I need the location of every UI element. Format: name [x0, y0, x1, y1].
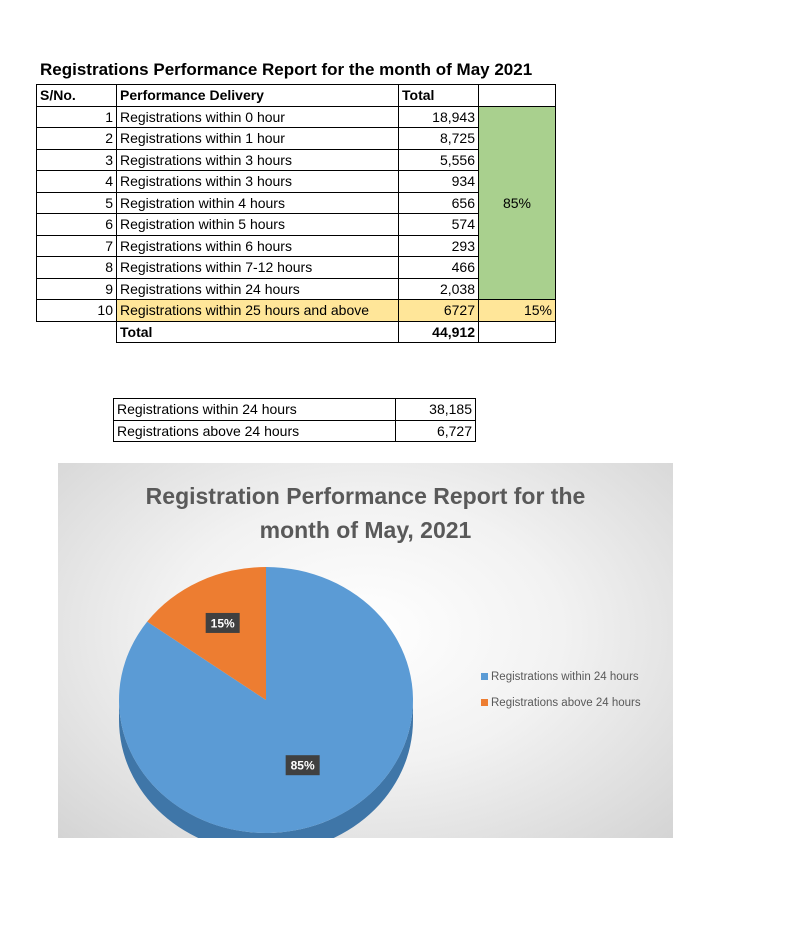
total-label: Total — [116, 320, 399, 343]
row-sno: 8 — [36, 256, 117, 279]
summary-value: 6,727 — [395, 419, 476, 442]
performance-table: S/No. Performance Delivery Total 1 Regist… — [36, 84, 556, 343]
row-total: 574 — [398, 213, 479, 236]
percent-within-24h: 85% — [478, 105, 556, 300]
pie-slice-within-24h — [118, 567, 413, 833]
pie-slice-above-24h — [147, 567, 266, 700]
pie-data-label: 15% — [205, 612, 240, 633]
row-total: 934 — [398, 170, 479, 193]
summary-table: Registrations within 24 hours 38,185 Regis… — [113, 398, 476, 442]
row-sno: 2 — [36, 127, 117, 150]
pie-data-label: 85% — [285, 755, 320, 776]
total-row: Total 44,912 — [37, 320, 556, 343]
table-header-row: S/No. Performance Delivery Total — [36, 84, 556, 107]
row-total: 656 — [398, 191, 479, 214]
chart-title-line2: month of May, 2021 — [259, 517, 472, 543]
header-total: Total — [398, 84, 479, 107]
report-title: Registrations Performance Report for the… — [40, 60, 533, 79]
row-label: Registrations within 1 hour — [116, 127, 399, 150]
header-delivery: Performance Delivery — [116, 84, 399, 107]
row-label: Registrations within 24 hours — [116, 277, 399, 300]
row-total: 8,725 — [398, 127, 479, 150]
table-row: 5 Registration within 4 hours 656 — [36, 191, 556, 214]
table-row: 10 Registrations within 25 hours and abov… — [36, 299, 556, 322]
summary-value: 38,185 — [395, 398, 476, 421]
summary-label: Registrations above 24 hours — [113, 419, 396, 442]
row-label: Registration within 5 hours — [116, 213, 399, 236]
row-sno: 1 — [36, 105, 117, 128]
summary-label: Registrations within 24 hours — [113, 398, 396, 421]
row-total: 18,943 — [398, 105, 479, 128]
legend-item: Registrations within 24 hours — [481, 671, 639, 683]
percent-above-24h: 15% — [478, 299, 556, 322]
row-total: 466 — [398, 256, 479, 279]
row-sno: 3 — [36, 148, 117, 171]
table-row: 7 Registrations within 6 hours 293 — [36, 234, 556, 257]
table-row: 1 Registrations within 0 hour 18,943 85% — [36, 105, 556, 300]
legend-item: Registrations above 24 hours — [481, 697, 641, 709]
total-blank — [37, 321, 117, 343]
table-row: 2 Registrations within 1 hour 8,725 — [36, 127, 556, 150]
row-total: 2,038 — [398, 277, 479, 300]
chart-title-line1: Registration Performance Report for the — [145, 483, 586, 509]
table-row: 4 Registrations within 3 hours 934 — [36, 170, 556, 193]
row-label: Registrations within 3 hours — [116, 170, 399, 193]
row-sno: 9 — [36, 277, 117, 300]
pie-data-label-text: 85% — [291, 759, 315, 773]
row-sno: 10 — [36, 299, 117, 322]
total-value: 44,912 — [398, 320, 479, 343]
pie-data-label-box — [205, 612, 240, 633]
table-row: 8 Registrations within 7-12 hours 466 — [36, 256, 556, 279]
legend-swatch — [481, 699, 488, 707]
chart-panel: Registration Performance Report for the … — [58, 463, 673, 838]
chart-title: Registration Performance Report for the … — [58, 479, 673, 547]
table-row: 6 Registration within 5 hours 574 — [36, 213, 556, 236]
pie-data-label-text: 15% — [211, 616, 235, 630]
header-blank — [478, 84, 556, 107]
summary-row: Registrations within 24 hours 38,185 — [113, 398, 476, 421]
total-empty — [478, 320, 556, 343]
pie-data-label-box — [285, 755, 320, 776]
row-label: Registrations within 7-12 hours — [116, 256, 399, 279]
pie-chart: 85% 15% — [118, 567, 413, 838]
row-sno: 5 — [36, 191, 117, 214]
legend-label: Registrations above 24 hours — [491, 697, 641, 709]
row-total: 293 — [398, 234, 479, 257]
row-sno: 4 — [36, 170, 117, 193]
row-label: Registrations within 25 hours and above — [116, 299, 399, 322]
row-total: 6727 — [398, 299, 479, 322]
row-label: Registration within 4 hours — [116, 191, 399, 214]
summary-row: Registrations above 24 hours 6,727 — [113, 419, 476, 442]
row-label: Registrations within 6 hours — [116, 234, 399, 257]
legend-label: Registrations within 24 hours — [491, 671, 639, 683]
row-total: 5,556 — [398, 148, 479, 171]
table-row: 3 Registrations within 3 hours 5,556 — [36, 148, 556, 171]
table-row: 9 Registrations within 24 hours 2,038 — [36, 277, 556, 300]
row-label: Registrations within 0 hour — [116, 105, 399, 128]
header-sno: S/No. — [36, 84, 117, 107]
row-label: Registrations within 3 hours — [116, 148, 399, 171]
legend-swatch — [481, 673, 488, 681]
row-sno: 6 — [36, 213, 117, 236]
row-sno: 7 — [36, 234, 117, 257]
